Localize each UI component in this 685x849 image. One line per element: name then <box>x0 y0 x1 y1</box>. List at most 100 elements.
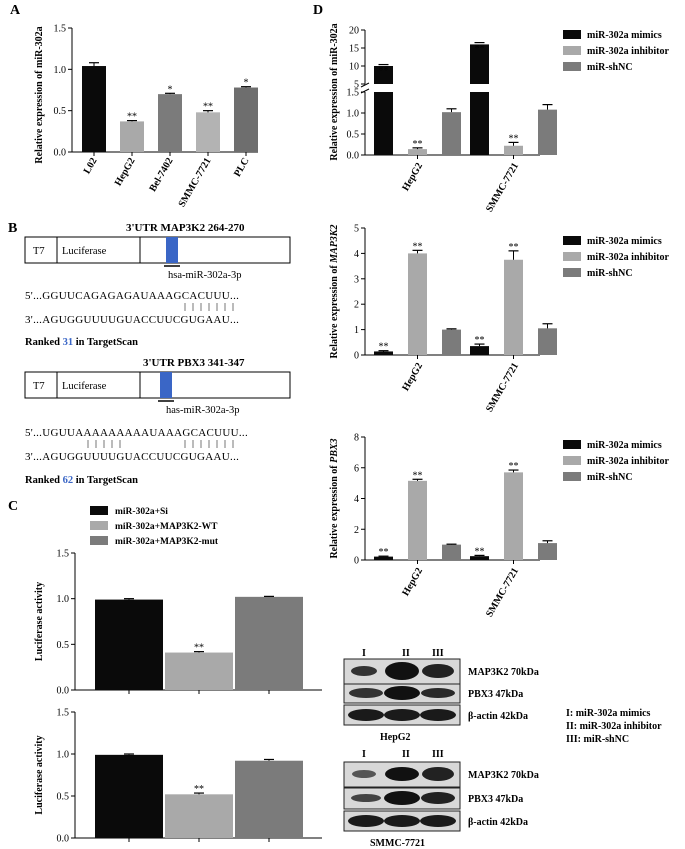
chartD2-x-tick-label: HepG2 <box>400 361 425 393</box>
chartC1-y-tick-label: 1.0 <box>57 594 70 605</box>
legend-d1-swatch-3 <box>563 62 581 71</box>
legend-c-swatch-1 <box>90 506 108 515</box>
legend-d2-swatch-3 <box>563 268 581 277</box>
wb1-lane-3: III <box>432 648 444 659</box>
wb1-band-pbx3-2 <box>384 686 420 700</box>
chartD3-1-1-sig-label: ** <box>509 461 519 472</box>
panel-label-b: B <box>8 221 17 236</box>
construct-map3k2: 3'UTR MAP3K2 264-270 T7 Luciferase hsa-m… <box>24 222 291 348</box>
wb2-label-actin: β-actin 42kDa <box>468 817 528 828</box>
chart-d1-1-0-sig-label: ** <box>475 44 485 55</box>
legend-d2-label-1: miR-302a mimics <box>587 236 662 247</box>
chartC2-1-bar <box>165 794 233 838</box>
chartC2-0-bar <box>95 754 163 838</box>
chart-d1-break-mark <box>360 82 370 88</box>
chart-d1-y-label: Relative expression of miR-302a <box>329 23 340 160</box>
chart-a-x-tick-label: SMMC-7721 <box>177 156 214 209</box>
legend-c-label-2: miR-302a+MAP3K2-WT <box>115 522 218 532</box>
chartD3-0-2-bar <box>442 544 461 560</box>
wb2-band-pbx3-1 <box>351 794 381 802</box>
construct1-ranked: Ranked 31 in TargetScan <box>25 337 138 348</box>
chartD3-1-1-bar <box>504 472 523 560</box>
construct2-binding-site <box>160 372 172 398</box>
chart-d1-0-0-bar-lower <box>374 92 393 155</box>
chartD2-y-tick-label: 3 <box>354 274 359 285</box>
wb1-lane-1: I <box>362 648 366 659</box>
wb2-band-pbx3-3 <box>421 792 455 804</box>
chartC1-y-label: Luciferase activity <box>34 582 45 661</box>
wb1-label-pbx3: PBX3 47kDa <box>468 689 523 700</box>
wb2-cell-line: SMMC-7721 <box>370 838 425 849</box>
chart-d3: 0 2 4 6 8 Relative expression of PBX3 ** ** HepG… <box>329 433 557 619</box>
construct2-ranked: Ranked 62 in TargetScan <box>25 475 138 486</box>
chartD2-0-0-bar <box>374 351 393 355</box>
chartD3-y-tick-label: 2 <box>354 525 359 536</box>
legend-d2-swatch-1 <box>563 236 581 245</box>
chartC1-1-bar <box>165 652 233 690</box>
construct1-luciferase: Luciferase <box>62 246 107 257</box>
legend-d3-label-3: miR-shNC <box>587 472 633 483</box>
chart-a-y-tick-label: 1.0 <box>54 65 67 76</box>
construct2-t7: T7 <box>33 381 45 392</box>
chart-a-x-tick-label: Bel-7402 <box>147 156 175 194</box>
chart-d1-0-0-bar-upper <box>374 66 393 84</box>
chart-d1-upper-y-tick-label: 5 <box>354 80 359 91</box>
chart-a-1-sig-label: ** <box>127 112 137 123</box>
legend-d2-label-3: miR-shNC <box>587 268 633 279</box>
chartC2-y-tick-label: 0.0 <box>57 834 70 845</box>
legend-d1-swatch-1 <box>563 30 581 39</box>
construct1-vector <box>24 236 291 264</box>
chartD2-0-1-sig-label: ** <box>413 241 423 252</box>
chart-a-y-tick-label: 1.5 <box>54 24 67 35</box>
legend-d1-label-1: miR-302a mimics <box>587 30 662 41</box>
chartD3-1-0-sig-label: ** <box>475 546 485 557</box>
construct2-seq5: 5'...UGUUAAAAAAAAAUAAAGCACUUU... <box>25 427 248 439</box>
legend-d3-label-2: miR-302a inhibitor <box>587 456 670 467</box>
wb1-band-pbx3-3 <box>421 688 455 698</box>
chart-d1: 5 10 15 20 0.0 0.5 1.0 1.5 Relative expression o… <box>329 23 557 214</box>
construct1-header: 3'UTR MAP3K2 264-270 <box>126 222 245 234</box>
legend-d3: miR-302a mimics miR-302a inhibitor miR-s… <box>563 440 670 483</box>
construct1-pairing-lines <box>184 303 234 311</box>
chartD2-x-tick-label: SMMC-7721 <box>484 361 521 414</box>
chart-d1-1-1-sig-label: ** <box>509 133 519 144</box>
chartD3-y-label: Relative expression of PBX3 <box>329 438 340 558</box>
chartD2-y-label: Relative expression of MAP3K2 <box>329 225 340 359</box>
legend-d1: miR-302a mimics miR-302a inhibitor miR-s… <box>563 30 670 73</box>
chartD2-1-1-bar <box>504 259 523 355</box>
chart-d2: 0 1 2 3 4 5 Relative expression of MAP3K2 ** ** H… <box>329 224 557 414</box>
chart-a-x-tick-label: L02 <box>82 156 100 176</box>
chart-a-0-bar <box>82 66 106 152</box>
chart-d1-1-0-bar-lower <box>470 92 489 155</box>
chart-d1-1-1-bar <box>504 145 523 155</box>
western-blot-smmc7721: I II III MAP3K2 70kDa PBX3 47kDa β-actin… <box>343 749 539 849</box>
wb2-band-map3k2-2 <box>385 767 419 781</box>
chartD3-1-2-bar <box>538 543 557 560</box>
wb2-lane-3: III <box>432 749 444 760</box>
chart-d1-upper-y-tick-label: 10 <box>349 62 359 73</box>
chart-a-4-bar <box>234 87 258 152</box>
chartD3-y-tick-label: 4 <box>354 494 359 505</box>
chart-d1-x-tick-label: HepG2 <box>400 161 425 193</box>
construct2-pairing-lines <box>87 440 234 448</box>
chartD3-1-0-bar <box>470 556 489 560</box>
chartD3-y-tick-label: 8 <box>354 433 359 444</box>
wb2-band-actin-1 <box>348 815 384 827</box>
legend-d3-swatch-3 <box>563 472 581 481</box>
legend-d2-swatch-2 <box>563 252 581 261</box>
chartC1-2-bar <box>235 596 303 690</box>
chartC2-y-tick-label: 1.0 <box>57 750 70 761</box>
wb1-band-actin-2 <box>384 709 420 721</box>
construct1-t7: T7 <box>33 246 45 257</box>
chart-a-3-sig-label: ** <box>203 102 213 113</box>
chart-c1: 0.0 0.5 1.0 1.5 Luciferase activity ** <box>34 549 322 697</box>
wb2-band-map3k2-3 <box>422 767 454 781</box>
wb2-band-actin-3 <box>420 815 456 827</box>
chartC2-y-tick-label: 0.5 <box>57 792 70 803</box>
chartD2-y-tick-label: 1 <box>354 325 359 336</box>
chartC2-1-sig-label: ** <box>194 784 204 795</box>
legend-c: miR-302a+Si miR-302a+MAP3K2-WT miR-302a+… <box>90 506 219 547</box>
chart-a-4-sig-label: * <box>244 78 249 89</box>
wb1-band-actin-1 <box>348 709 384 721</box>
